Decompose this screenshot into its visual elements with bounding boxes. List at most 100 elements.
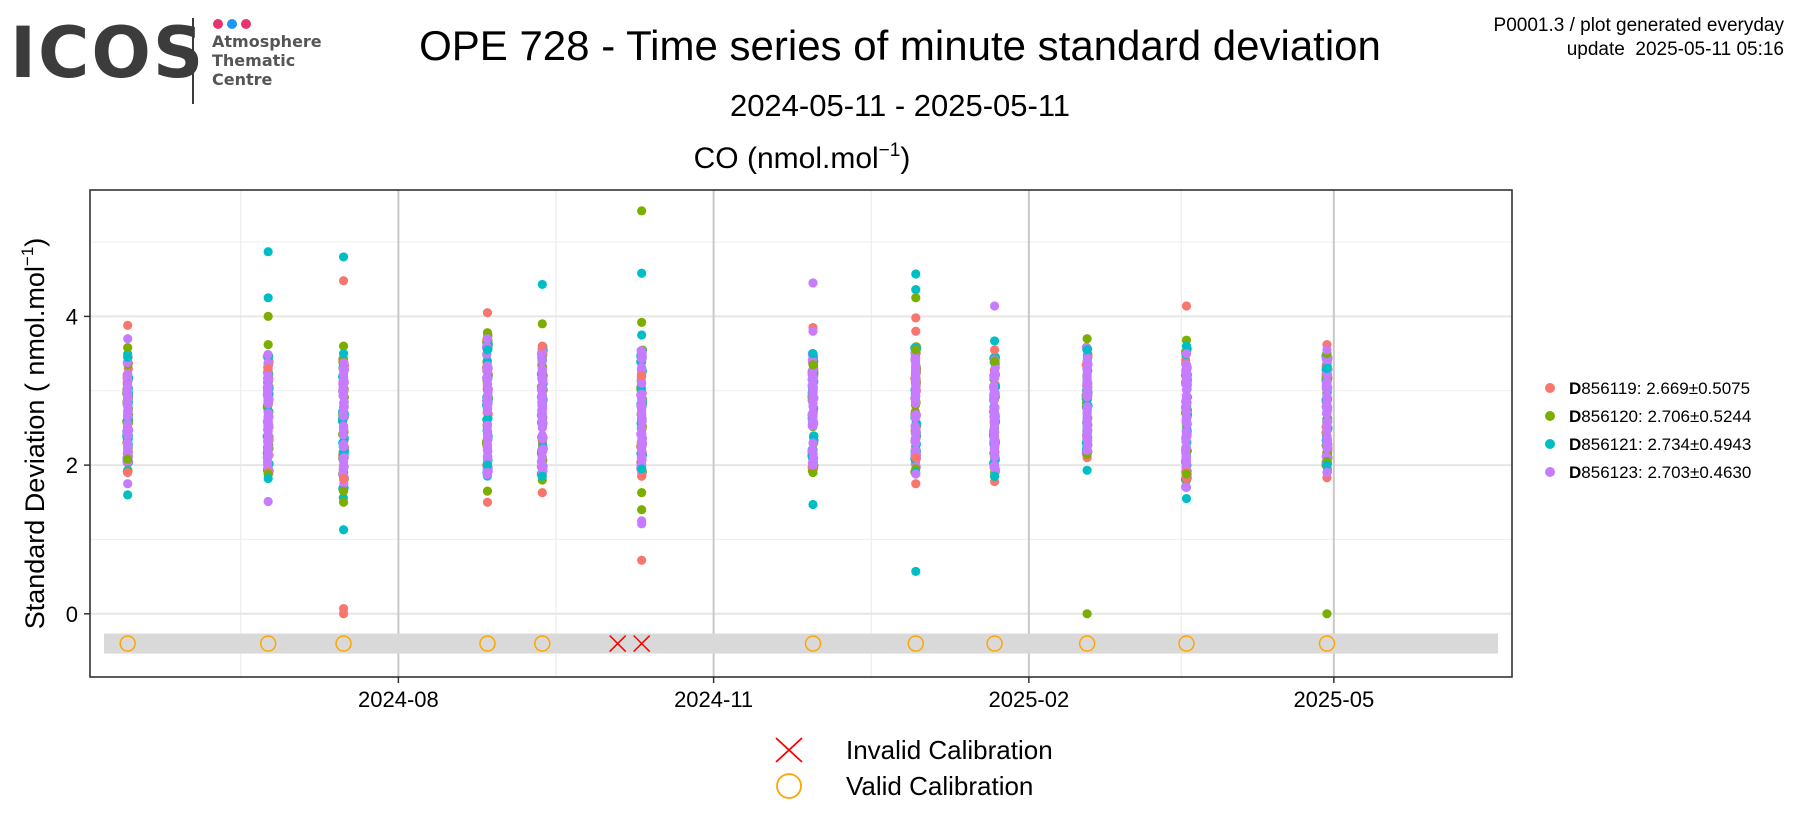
data-point-D856123 (482, 367, 493, 377)
data-point-D856123 (123, 427, 133, 437)
data-point-D856121 (1181, 493, 1192, 504)
data-point-D856119 (263, 363, 273, 374)
data-point-D856123 (482, 441, 493, 451)
logo-subtitle: Atmosphere Thematic Centre (212, 32, 322, 89)
logo-dot-2 (227, 19, 237, 29)
data-point-D856123 (263, 371, 273, 381)
data-point-D856123 (637, 445, 647, 456)
valid-calibration-marker (907, 635, 925, 652)
panel-border (89, 189, 1513, 678)
data-point-D856123 (1181, 385, 1192, 395)
data-point-D856120 (338, 486, 349, 496)
legend-series-name: D (1569, 379, 1581, 398)
data-point-D856123 (808, 438, 818, 448)
data-point-D856123 (1082, 369, 1092, 379)
data-point-D856123 (482, 399, 493, 409)
data-point-D856123 (989, 420, 1000, 430)
data-point-D856121 (1181, 341, 1192, 351)
calibration-band (104, 633, 1498, 654)
data-point-D856123 (989, 435, 1000, 445)
data-point-D856123 (338, 404, 349, 414)
data-point-D856123 (263, 349, 273, 360)
calibration-band-rect (104, 633, 1498, 654)
data-point-D856123 (482, 334, 493, 344)
y-tick-label: 2 (66, 453, 78, 478)
data-point-D856123 (1082, 409, 1092, 419)
data-point-D856120 (1322, 609, 1332, 619)
data-point-D856119 (338, 473, 349, 484)
legend-label-D856121: D856121: 2.734±0.4943 (1569, 435, 1751, 454)
data-point-D856121 (482, 460, 493, 470)
data-point-D856123 (808, 421, 818, 431)
data-point-D856123 (1181, 482, 1192, 493)
data-point-D856119 (911, 326, 921, 336)
legend-key-D856121 (1545, 439, 1555, 449)
invalid-calibration-marker (633, 635, 651, 653)
plot-meta: P0001.3 / plot generated everyday update… (1494, 14, 1784, 62)
data-point-D856121 (637, 268, 647, 278)
x-tick-label: 2024-11 (674, 687, 753, 712)
data-point-D856120 (123, 343, 133, 353)
data-point-D856123 (911, 410, 921, 420)
data-point-D856123 (123, 398, 133, 408)
data-point-D856121 (482, 345, 493, 355)
legend-label-invalid: Invalid Calibration (846, 735, 1053, 765)
data-point-D856123 (808, 394, 818, 405)
plot-panel (90, 190, 1512, 677)
data-point-D856119 (637, 555, 647, 565)
data-point-D856119 (123, 467, 133, 478)
legend-series-rest: 856120: 2.706±0.5244 (1581, 407, 1751, 426)
data-point-D856123 (263, 386, 273, 397)
data-point-D856123 (637, 378, 647, 388)
data-point-D856123 (1181, 427, 1192, 437)
data-point-D856119 (537, 341, 547, 351)
data-point-D856123 (537, 420, 547, 430)
legend-valid-marker (776, 773, 802, 799)
panel-background (90, 190, 1512, 677)
data-point-D856123 (1322, 467, 1332, 478)
icos-logo: ICOS Atmosphere Thematic Centre (10, 14, 330, 104)
data-point-D856123 (1181, 396, 1192, 406)
data-point-D856123 (123, 334, 133, 344)
data-point-D856119 (989, 345, 1000, 355)
data-point-D856120 (637, 317, 647, 327)
data-point-D856123 (482, 406, 493, 416)
data-point-D856123 (637, 428, 647, 438)
legend-series-name: D (1569, 407, 1581, 426)
data-point-D856123 (1181, 442, 1192, 453)
data-point-D856123 (123, 446, 133, 457)
data-point-D856123 (1322, 345, 1332, 355)
chart-title-end: ) (900, 142, 910, 175)
data-point-D856123 (637, 348, 647, 359)
data-point-D856123 (537, 373, 547, 383)
valid-calibration-marker (1318, 635, 1336, 652)
data-point-D856123 (808, 447, 818, 458)
y-tick-label: 4 (66, 304, 78, 329)
data-point-D856121 (1082, 465, 1092, 475)
data-point-D856121 (989, 471, 1000, 481)
data-point-D856123 (808, 278, 818, 288)
data-point-D856120 (637, 505, 647, 515)
data-point-D856121 (808, 348, 818, 359)
data-point-D856121 (809, 431, 819, 441)
data-point-D856123 (1322, 403, 1332, 413)
data-point-D856123 (911, 367, 921, 377)
data-point-D856123 (1322, 419, 1332, 429)
data-point-D856121 (537, 471, 547, 481)
data-point-D856123 (911, 423, 921, 433)
data-point-D856121 (537, 279, 547, 290)
data-point-D856123 (537, 399, 547, 410)
date-range-subtitle: 2024-05-11 - 2025-05-11 (729, 88, 1071, 123)
data-point-D856123 (989, 451, 1000, 461)
data-point-D856123 (537, 356, 547, 366)
data-point-D856123 (482, 373, 493, 383)
valid-calibration-marker (259, 635, 277, 652)
data-point-D856121 (911, 285, 921, 295)
data-point-D856123 (263, 446, 273, 456)
data-point-D856123 (637, 452, 647, 462)
data-point-D856123 (1181, 458, 1192, 468)
data-point-D856123 (338, 390, 349, 400)
data-point-D856123 (537, 452, 547, 462)
data-point-D856123 (637, 413, 647, 423)
